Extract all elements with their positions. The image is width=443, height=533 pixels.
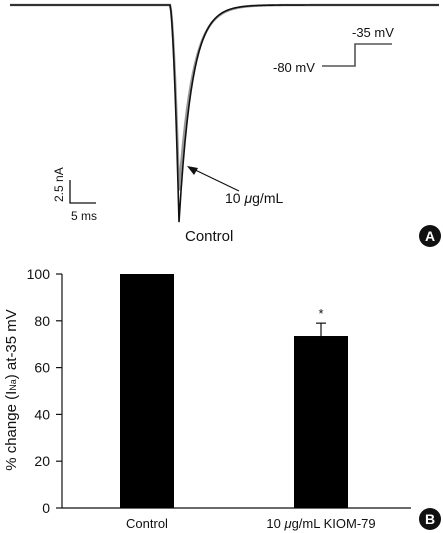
x-tick-labels: Control 10 μg/mL KIOM-79	[126, 516, 376, 531]
y-tick-label: 60	[34, 360, 50, 376]
scale-bar-current-label: 2.5 nA	[52, 167, 66, 202]
drug-trace-label: 10 μg/mL	[225, 190, 283, 206]
svg-text:A: A	[425, 228, 435, 244]
y-tick-label: 80	[34, 313, 50, 329]
bars: *	[120, 274, 348, 508]
panel-b-badge: B	[419, 508, 441, 530]
scale-bar	[69, 180, 96, 204]
svg-text:B: B	[425, 511, 435, 527]
trace-control	[10, 4, 439, 223]
panel-a-badge: A	[419, 225, 441, 247]
y-tick-label: 20	[34, 453, 50, 469]
control-trace-label: Control	[185, 228, 233, 245]
panel-b: 0 20 40 60 80 100 * Control 10 μg/mL KIOM-79 %…	[3, 266, 441, 531]
voltage-protocol-step	[322, 43, 392, 67]
step-potential-label: -35 mV	[352, 25, 394, 40]
bar-1	[294, 336, 348, 508]
y-tick-label: 0	[42, 500, 50, 516]
y-tick-label: 100	[27, 266, 51, 282]
arrow-head-icon	[187, 166, 198, 175]
x-tick-label: 10 μg/mL KIOM-79	[266, 516, 375, 531]
bar-0	[120, 274, 174, 508]
x-tick-label: Control	[126, 516, 168, 531]
y-axis-label: % change (INa) at-35 mV	[3, 309, 20, 471]
significance-marker: *	[318, 306, 323, 321]
panel-a: -80 mV -35 mV 2.5 nA 5 ms 10 μg/mL Contr…	[10, 3, 441, 247]
scale-bar-time-label: 5 ms	[71, 209, 97, 223]
y-ticks: 0 20 40 60 80 100	[27, 266, 62, 516]
holding-potential-label: -80 mV	[273, 60, 315, 75]
y-tick-label: 40	[34, 406, 50, 422]
drug-trace-arrow	[188, 166, 240, 192]
